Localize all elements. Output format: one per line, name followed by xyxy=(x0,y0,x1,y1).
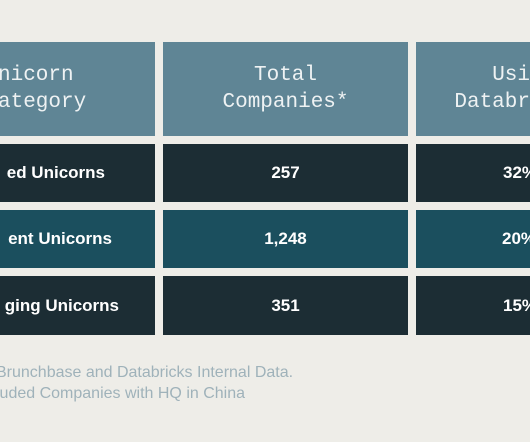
cell-text: 20% xyxy=(502,229,530,248)
header-text: Total xyxy=(253,64,317,87)
header-text: ategory xyxy=(0,91,87,114)
cell-text: 351 xyxy=(271,295,300,315)
cell-text: ed Unicorns xyxy=(6,163,105,182)
cell-text: 15% xyxy=(503,295,530,315)
footnote: luded Companies with HQ in China xyxy=(0,385,246,402)
footnote: Brunchbase and Databricks Internal Data. xyxy=(0,364,294,381)
cell-text: ent Unicorns xyxy=(8,229,112,248)
cell: 351 xyxy=(163,276,408,335)
cell-text: 1,248 xyxy=(264,229,307,248)
header-text: Companies* xyxy=(222,91,349,114)
cell: 20% xyxy=(416,210,530,268)
cell: 257 xyxy=(163,144,408,202)
header-text: nicorn xyxy=(0,64,74,87)
row-label: ent Unicorns xyxy=(0,210,155,268)
row-label: ging Unicorns xyxy=(0,276,155,335)
cell-text: 32% xyxy=(503,163,530,182)
cell: 32% xyxy=(416,144,530,202)
row-label: ed Unicorns xyxy=(0,144,155,202)
header-cell: Total Companies* xyxy=(163,42,408,136)
cell-text: ging Unicorns xyxy=(4,295,119,315)
header-cell: nicorn ategory xyxy=(0,42,155,136)
header-cell: Usi Databr xyxy=(416,42,530,136)
header-text: Usi xyxy=(492,64,530,87)
cell: 15% xyxy=(416,276,530,335)
cell-text: 257 xyxy=(271,163,300,182)
cell: 1,248 xyxy=(163,210,408,268)
header-text: Databr xyxy=(454,91,530,114)
